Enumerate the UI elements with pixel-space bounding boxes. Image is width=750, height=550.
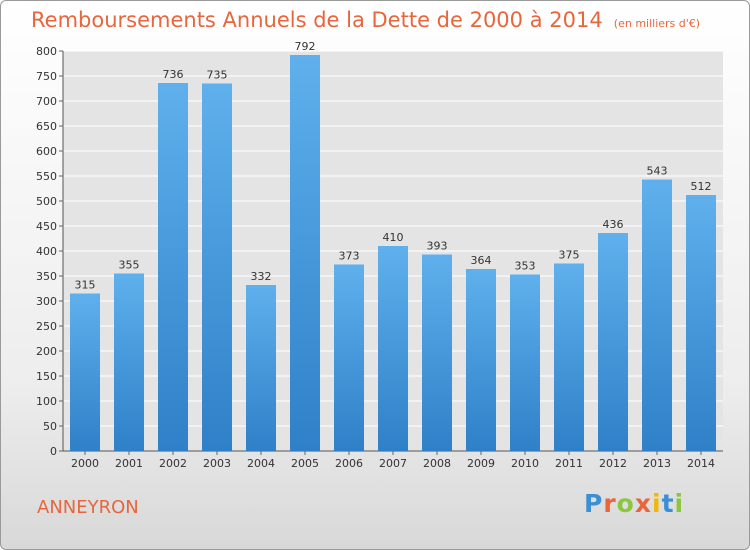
bar <box>422 254 452 451</box>
bar <box>202 83 232 451</box>
y-tick-label: 650 <box>36 120 57 133</box>
bar-value-label: 364 <box>471 254 492 267</box>
y-tick-label: 300 <box>36 295 57 308</box>
x-tick-label: 2004 <box>247 457 275 470</box>
bar <box>246 285 276 451</box>
bar-value-label: 736 <box>163 68 184 81</box>
bar-value-label: 373 <box>339 250 360 263</box>
y-tick-label: 700 <box>36 95 57 108</box>
x-tick-label: 2002 <box>159 457 187 470</box>
logo-letter: o <box>616 489 635 518</box>
bar-value-label: 735 <box>207 69 228 82</box>
bar-value-label: 375 <box>559 249 580 262</box>
y-tick-label: 750 <box>36 70 57 83</box>
bar-value-label: 315 <box>75 279 96 292</box>
bar <box>598 233 628 451</box>
chart-title-block: Remboursements Annuels de la Dette de 20… <box>31 8 700 32</box>
x-tick-label: 2000 <box>71 457 99 470</box>
bar <box>466 269 496 451</box>
x-tick-label: 2006 <box>335 457 363 470</box>
bar <box>686 195 716 451</box>
y-tick-label: 350 <box>36 270 57 283</box>
logo-letter: i <box>674 489 685 518</box>
y-tick-label: 500 <box>36 195 57 208</box>
bar-value-label: 410 <box>383 231 404 244</box>
bar <box>642 179 672 451</box>
bar <box>290 55 320 451</box>
x-tick-label: 2001 <box>115 457 143 470</box>
y-tick-label: 400 <box>36 245 57 258</box>
proxiti-logo: Proxiti <box>584 489 684 518</box>
x-tick-label: 2014 <box>687 457 715 470</box>
x-tick-label: 2005 <box>291 457 319 470</box>
y-tick-label: 450 <box>36 220 57 233</box>
logo-letter: x <box>634 489 652 518</box>
bar-value-label: 436 <box>603 218 624 231</box>
bar <box>554 263 584 451</box>
bar-value-label: 512 <box>691 180 712 193</box>
x-tick-label: 2013 <box>643 457 671 470</box>
y-tick-label: 100 <box>36 395 57 408</box>
chart-title: Remboursements Annuels de la Dette de 20… <box>31 8 603 32</box>
x-tick-label: 2003 <box>203 457 231 470</box>
x-tick-label: 2009 <box>467 457 495 470</box>
y-tick-label: 150 <box>36 370 57 383</box>
x-tick-label: 2011 <box>555 457 583 470</box>
bar <box>158 83 188 451</box>
y-tick-label: 0 <box>50 445 57 458</box>
bar-value-label: 332 <box>251 270 272 283</box>
y-tick-label: 50 <box>43 420 57 433</box>
bar-value-label: 792 <box>295 40 316 53</box>
y-tick-label: 800 <box>36 45 57 58</box>
logo-letter: i <box>652 489 662 518</box>
chart-subtitle: (en milliers d'€) <box>613 17 701 30</box>
x-tick-label: 2007 <box>379 457 407 470</box>
logo-letter: t <box>661 489 675 518</box>
bar <box>114 273 144 451</box>
y-tick-label: 550 <box>36 170 57 183</box>
x-tick-label: 2012 <box>599 457 627 470</box>
bar-value-label: 543 <box>647 165 668 178</box>
logo-letter: r <box>603 489 617 518</box>
x-tick-label: 2010 <box>511 457 539 470</box>
commune-name: ANNEYRON <box>37 497 139 518</box>
bar <box>510 274 540 451</box>
logo-letter: P <box>584 489 604 518</box>
bar <box>70 293 100 451</box>
bar-value-label: 393 <box>427 240 448 253</box>
x-tick-label: 2008 <box>423 457 451 470</box>
y-tick-label: 200 <box>36 345 57 358</box>
bar <box>378 246 408 451</box>
bar <box>334 264 364 451</box>
y-tick-label: 250 <box>36 320 57 333</box>
bar-value-label: 355 <box>119 259 140 272</box>
y-tick-label: 600 <box>36 145 57 158</box>
bar-value-label: 353 <box>515 260 536 273</box>
